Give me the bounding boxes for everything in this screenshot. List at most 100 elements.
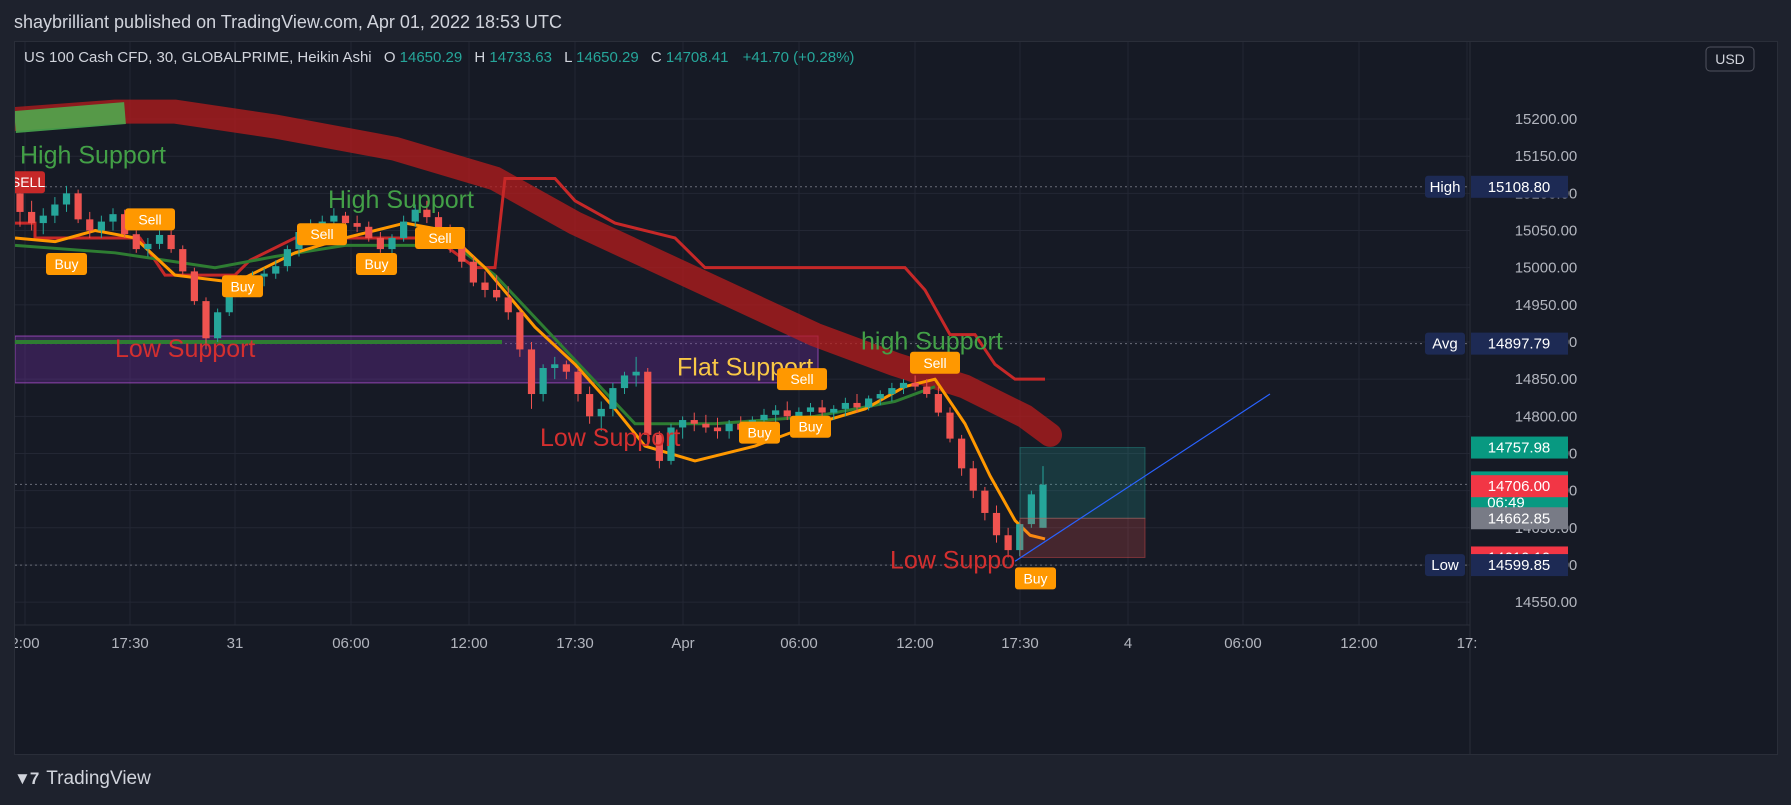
price-label[interactable]: High 15108.80	[1425, 175, 1568, 198]
candle-down[interactable]	[469, 261, 477, 283]
candle-down[interactable]	[655, 434, 663, 461]
buy-signal[interactable]: Buy	[1015, 567, 1056, 590]
candle-up[interactable]	[620, 375, 629, 389]
buy-signal[interactable]: Buy	[790, 415, 831, 438]
candle-down[interactable]	[934, 394, 942, 413]
candle-up[interactable]	[806, 407, 815, 412]
candle-down[interactable]	[179, 249, 187, 272]
candle-up[interactable]	[283, 249, 291, 267]
candle-up[interactable]	[772, 410, 780, 415]
buy-signal[interactable]: Buy	[222, 275, 263, 298]
candle-down[interactable]	[783, 410, 791, 417]
candle-down[interactable]	[911, 382, 919, 387]
sell-signal[interactable]: Sell	[910, 351, 960, 374]
candle-up[interactable]	[51, 204, 59, 216]
candle-up[interactable]	[830, 408, 838, 413]
sell-signal-big[interactable]: SELL	[15, 171, 45, 194]
currency-button[interactable]: USD	[1705, 46, 1755, 72]
candle-down[interactable]	[713, 427, 722, 432]
candle-down[interactable]	[992, 512, 1001, 536]
candle-down[interactable]	[481, 282, 489, 290]
candle-down[interactable]	[702, 423, 710, 428]
candle-down[interactable]	[365, 226, 373, 238]
candle-down[interactable]	[341, 215, 350, 224]
candle-down[interactable]	[690, 420, 698, 424]
candle-down[interactable]	[74, 193, 82, 220]
price-label[interactable]: 14706.00	[1471, 475, 1568, 498]
candle-up[interactable]	[841, 402, 849, 409]
candle-down[interactable]	[353, 223, 361, 227]
sell-signal[interactable]: Sell	[297, 223, 347, 246]
candle-up[interactable]	[62, 193, 71, 205]
candle-down[interactable]	[923, 386, 931, 395]
candle-up[interactable]	[725, 423, 733, 432]
candle-up[interactable]	[597, 408, 605, 417]
candle-down[interactable]	[958, 438, 966, 469]
buy-signal[interactable]: Buy	[356, 252, 397, 275]
candle-down[interactable]	[167, 234, 175, 250]
candle-up[interactable]	[318, 221, 326, 225]
candle-up[interactable]	[865, 398, 873, 408]
candle-up[interactable]	[144, 243, 152, 250]
candle-up[interactable]	[876, 394, 884, 399]
candle-down[interactable]	[504, 297, 512, 313]
candle-up[interactable]	[260, 273, 268, 277]
candle-down[interactable]	[434, 217, 443, 231]
buy-signal[interactable]: Buy	[46, 252, 87, 275]
price-label[interactable]: 14662.85	[1471, 507, 1568, 530]
candle-up[interactable]	[97, 221, 105, 231]
candle-down[interactable]	[853, 402, 861, 408]
candle-up[interactable]	[39, 215, 47, 224]
candle-down[interactable]	[586, 394, 594, 417]
candle-up[interactable]	[109, 214, 117, 222]
candle-up[interactable]	[667, 427, 675, 461]
price-axis-bg[interactable]	[1470, 42, 1777, 754]
candle-down[interactable]	[562, 364, 570, 372]
price-chart[interactable]: High Support High Support high Support Low …	[15, 42, 1777, 754]
candle-up[interactable]	[888, 388, 896, 395]
candle-down[interactable]	[1004, 535, 1012, 551]
sell-signal[interactable]: Sell	[777, 368, 827, 391]
price-label[interactable]: Low 14599.85	[1425, 554, 1568, 577]
candle-up[interactable]	[1016, 524, 1024, 551]
footer-brand[interactable]: ▼7 TradingView	[14, 768, 151, 790]
buy-signal[interactable]: Buy	[739, 421, 780, 444]
candle-down[interactable]	[644, 371, 652, 435]
candle-up[interactable]	[1039, 484, 1047, 528]
candle-down[interactable]	[527, 349, 536, 395]
candle-down[interactable]	[516, 312, 524, 350]
candle-up[interactable]	[330, 215, 338, 222]
candle-down[interactable]	[981, 490, 989, 513]
price-label[interactable]: 14757.98	[1471, 436, 1568, 459]
candle-up[interactable]	[214, 312, 222, 339]
candle-down[interactable]	[132, 234, 140, 250]
candle-up[interactable]	[225, 291, 233, 313]
candle-down[interactable]	[493, 289, 501, 298]
candle-up[interactable]	[632, 371, 640, 376]
candle-up[interactable]	[679, 420, 687, 428]
candle-down[interactable]	[818, 407, 826, 413]
candle-up[interactable]	[760, 414, 768, 421]
candle-down[interactable]	[969, 468, 977, 491]
candle-down[interactable]	[28, 211, 36, 224]
candle-down[interactable]	[202, 301, 210, 339]
candle-up[interactable]	[272, 266, 280, 274]
candle-up[interactable]	[551, 364, 559, 369]
price-label[interactable]: Avg 14897.79	[1425, 332, 1568, 355]
trend-line[interactable]	[1014, 393, 1271, 562]
candle-up[interactable]	[609, 388, 617, 409]
candle-up[interactable]	[400, 221, 408, 238]
sell-signal[interactable]: Sell	[415, 226, 465, 249]
candle-up[interactable]	[411, 209, 419, 222]
candle-down[interactable]	[190, 271, 198, 302]
candle-down[interactable]	[121, 214, 129, 235]
candle-up[interactable]	[539, 368, 547, 395]
candle-down[interactable]	[946, 412, 954, 439]
candle-down[interactable]	[423, 209, 431, 218]
sell-signal[interactable]: Sell	[125, 208, 175, 231]
candle-up[interactable]	[1027, 494, 1035, 525]
candle-down[interactable]	[16, 193, 24, 212]
candle-up[interactable]	[155, 234, 164, 244]
candle-down[interactable]	[458, 246, 466, 262]
candle-down[interactable]	[574, 371, 582, 395]
